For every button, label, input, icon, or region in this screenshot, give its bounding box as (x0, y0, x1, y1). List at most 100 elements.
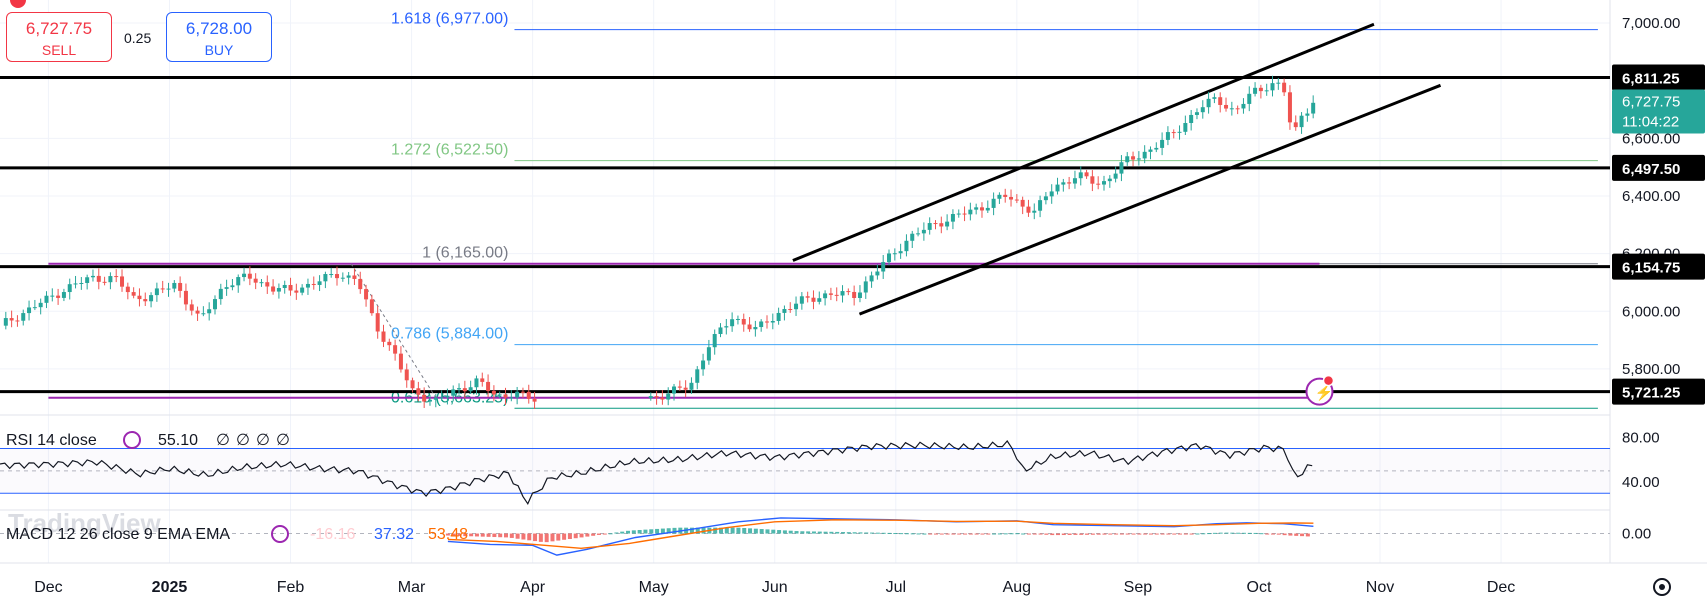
candle-body (247, 273, 252, 279)
rsi-axis-tick: 40.00 (1622, 474, 1660, 491)
candle-body (887, 253, 892, 263)
spread-value: 0.25 (124, 30, 152, 46)
time-axis-label: 2025 (152, 579, 188, 596)
candle-body (393, 345, 398, 354)
time-axis-label: Dec (1487, 579, 1515, 596)
alert-indicator (10, 0, 26, 8)
macd-histogram-bar (1236, 532, 1241, 534)
candle-body (1102, 181, 1106, 185)
candles (3, 75, 1316, 410)
candle-body (323, 274, 328, 282)
macd-histogram-bar (997, 533, 1002, 535)
candle-body (410, 380, 415, 389)
candle-body (672, 386, 677, 394)
candle-body (1090, 176, 1095, 184)
macd-histogram-bar (591, 533, 596, 536)
macd-histogram-bar (1183, 533, 1188, 535)
candle-body (916, 233, 921, 235)
candle-body (102, 281, 107, 283)
rsi-na-value: ∅ (276, 432, 290, 449)
candle-body (823, 293, 828, 299)
macd-histogram-bar (469, 533, 474, 537)
time-axis-label: Dec (34, 579, 62, 596)
macd-histogram-bar (1224, 532, 1229, 534)
macd-histogram-bar (614, 532, 619, 534)
macd-histogram-bar (742, 528, 747, 534)
candle-body (195, 310, 200, 314)
macd-histogram-bar (527, 533, 532, 541)
candle-body (677, 386, 682, 388)
macd-histogram-bar (1218, 532, 1223, 534)
macd-histogram-bar (474, 533, 479, 537)
macd-histogram-bar (602, 533, 607, 535)
buy-button[interactable]: 6,728.00 BUY (166, 12, 272, 62)
candle-body (735, 318, 740, 320)
candle-body (317, 281, 322, 285)
candle-body (427, 399, 432, 402)
candle-body (422, 394, 427, 402)
candle-body (1293, 122, 1298, 128)
macd-histogram-bar (1108, 533, 1113, 535)
macd-histogram-bar (1230, 532, 1235, 534)
candle-body (346, 275, 351, 278)
macd-histogram-bar (649, 529, 654, 534)
macd-histogram-bar (585, 533, 590, 537)
grid-lines (0, 0, 1610, 563)
candle-body (166, 288, 171, 290)
candle-body (352, 275, 357, 279)
candle-body (497, 394, 502, 396)
price-axis-tick: 6,600.00 (1622, 130, 1680, 147)
candle-body (660, 397, 665, 400)
candle-body (857, 292, 862, 298)
candle-body (950, 214, 955, 222)
macd-histogram-bar (701, 527, 706, 534)
candle-body (178, 282, 183, 291)
candle-body (1072, 178, 1077, 184)
macd-histogram-bar (608, 533, 613, 535)
candle-body (695, 369, 700, 383)
candle-body (1200, 107, 1205, 113)
time-axis-label: Oct (1247, 579, 1272, 596)
candle-body (79, 282, 84, 284)
macd-histogram-bar (486, 533, 491, 537)
candle-body (212, 299, 217, 310)
macd-histogram-bar (1265, 533, 1270, 535)
time-axis-label: Jul (886, 579, 906, 596)
candle-body (1264, 90, 1269, 92)
candle-body (724, 326, 729, 328)
candle-body (1107, 178, 1112, 182)
fib-level-label: 1 (6,165.00) (422, 245, 508, 262)
macd-histogram-bar (899, 533, 904, 535)
last-price-label: 6,727.75 (1622, 94, 1680, 111)
macd-histogram-bar (829, 531, 834, 534)
macd-histogram-bar (480, 533, 485, 537)
sell-button[interactable]: 6,727.75 SELL (6, 12, 112, 62)
candle-body (689, 382, 694, 390)
candle-body (1194, 112, 1199, 115)
candle-body (1311, 102, 1316, 114)
macd-histogram-bar (893, 533, 898, 535)
candle-body (218, 288, 223, 300)
candle-body (90, 275, 95, 278)
candle-body (1043, 196, 1048, 201)
macd-histogram-bar (445, 533, 450, 536)
macd-histogram-bar (596, 533, 601, 535)
candle-body (9, 318, 14, 321)
macd-histogram-bar (1044, 533, 1049, 535)
candle-body (863, 281, 868, 293)
macd-histogram-bar (1119, 533, 1124, 535)
candle-body (1282, 82, 1287, 93)
macd-histogram-bar (922, 533, 927, 535)
macd-histogram-bar (1009, 533, 1014, 535)
macd-histogram-bar (1102, 533, 1107, 535)
candle-body (1078, 172, 1083, 179)
macd-histogram-bar (777, 530, 782, 534)
macd-histogram-bar (655, 528, 660, 534)
candle-body (1148, 149, 1153, 152)
macd-histogram-bar (992, 533, 997, 535)
candle-body (154, 288, 159, 296)
candle-body (50, 295, 55, 297)
macd-histogram-bar (904, 533, 909, 535)
